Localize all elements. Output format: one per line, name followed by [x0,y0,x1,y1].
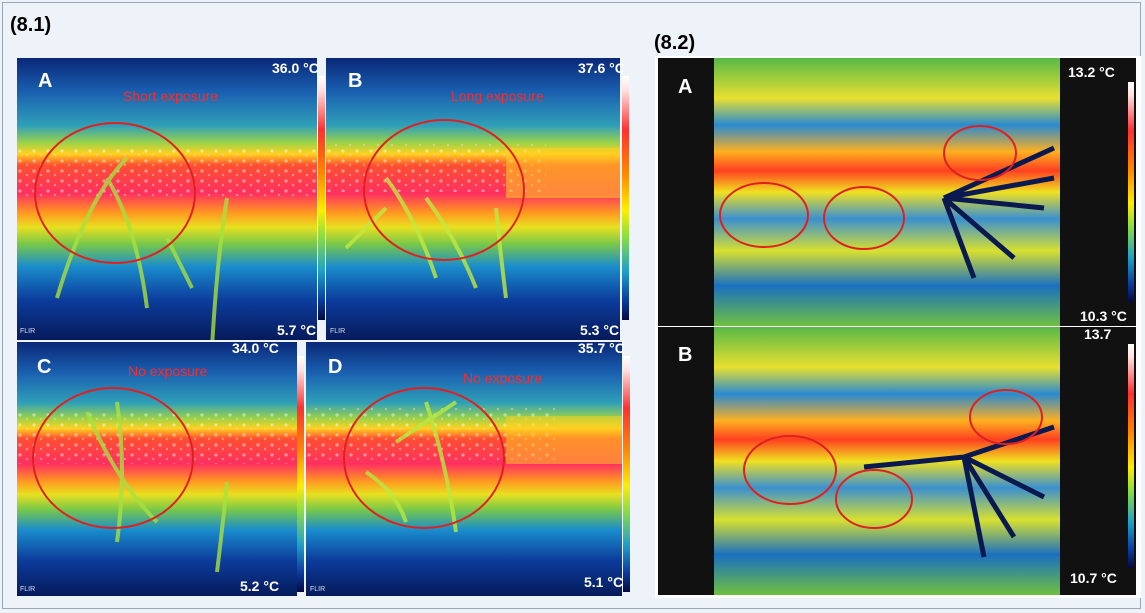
exposure-label-8-1-d: No exposure [463,370,543,386]
panel-letter-8-1-a: A [38,70,53,92]
max-temp-8-2-b: 13.7 [1084,326,1112,342]
color-scale-8-2-a [1128,82,1134,302]
panel-letter-8-2-b: B [678,344,693,366]
max-temp-8-1-c: 34.0 °C [232,340,279,356]
min-temp-8-2-a: 10.3 °C [1080,308,1127,324]
panel-letter-8-1-b: B [348,70,363,92]
color-scale-8-1-d [623,356,630,592]
panel-letter-8-1-d: D [328,356,343,378]
thermal-image-8-1-a [17,58,317,340]
thermal-image-8-2-b [714,327,1060,595]
min-temp-8-2-b: 10.7 °C [1070,570,1117,586]
color-scale-8-2-b [1128,344,1134,568]
black-margin-left-8-2-b [658,327,714,595]
flir-watermark-8-1-a: FLIR [20,328,36,335]
thermal-image-8-1-c [17,342,297,596]
max-temp-8-2-a: 13.2 °C [1068,64,1115,80]
panel-letter-8-2-a: A [678,76,693,98]
color-scale-8-1-a [318,76,325,320]
min-temp-8-1-a: 5.7 °C [277,322,317,338]
min-temp-8-1-b: 5.3 °C [580,322,620,338]
black-margin-left-8-2-a [658,58,714,326]
min-temp-8-1-c: 5.2 °C [240,578,280,594]
thermal-image-8-1-d [306,342,622,596]
color-scale-8-1-c [297,356,304,592]
flir-watermark-8-1-d: FLIR [310,586,326,593]
min-temp-8-1-d: 5.1 °C [584,574,624,590]
max-temp-8-1-a: 36.0 °C [272,60,319,76]
max-temp-8-1-b: 37.6 °C [578,60,625,76]
figure-8-2-label: (8.2) [654,32,696,54]
exposure-label-8-1-b: Long exposure [451,88,544,104]
thermal-image-8-2-a [714,58,1060,326]
color-scale-8-1-b [622,76,629,320]
thermal-image-8-1-b [326,58,620,340]
black-margin-right-8-2-b [1060,327,1136,595]
flir-watermark-8-1-b: FLIR [330,328,346,335]
panel-letter-8-1-c: C [37,356,52,378]
exposure-label-8-1-c: No exposure [128,363,208,379]
max-temp-8-1-d: 35.7 °C [578,340,625,356]
figure-8-1-label: (8.1) [10,14,52,36]
flir-watermark-8-1-c: FLIR [20,586,36,593]
black-margin-right-8-2-a [1060,58,1136,326]
exposure-label-8-1-a: Short exposure [123,88,218,104]
